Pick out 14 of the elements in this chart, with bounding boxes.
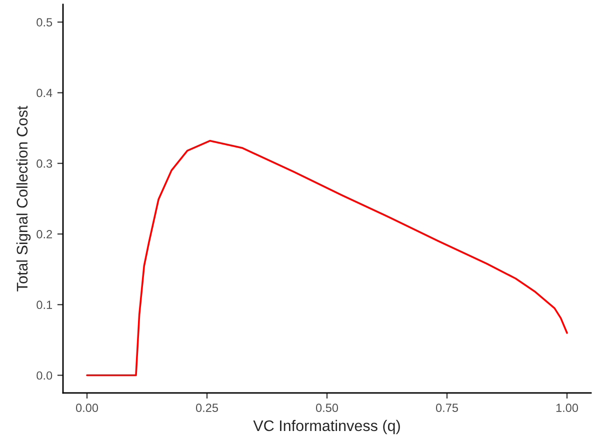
y-tick-label: 0.3 xyxy=(36,159,52,168)
x-tick-label: 0.00 xyxy=(76,404,98,412)
x-tick-label: 1.00 xyxy=(556,404,578,412)
y-axis-title: Total Signal Collection Cost xyxy=(16,106,31,292)
y-tick-label: 0.1 xyxy=(36,300,52,310)
line-series xyxy=(86,140,568,376)
x-tick-label: 0.75 xyxy=(436,404,458,412)
y-tick-label: 0.0 xyxy=(36,371,52,380)
y-tick-label: 0.5 xyxy=(36,18,52,26)
x-tick-label: 0.50 xyxy=(316,404,338,412)
x-tick-label: 0.25 xyxy=(196,404,218,412)
y-tick-label: 0.2 xyxy=(36,230,52,238)
x-axis-title: VC Informatinvess (q) xyxy=(253,420,400,434)
y-tick-label: 0.4 xyxy=(36,88,52,98)
